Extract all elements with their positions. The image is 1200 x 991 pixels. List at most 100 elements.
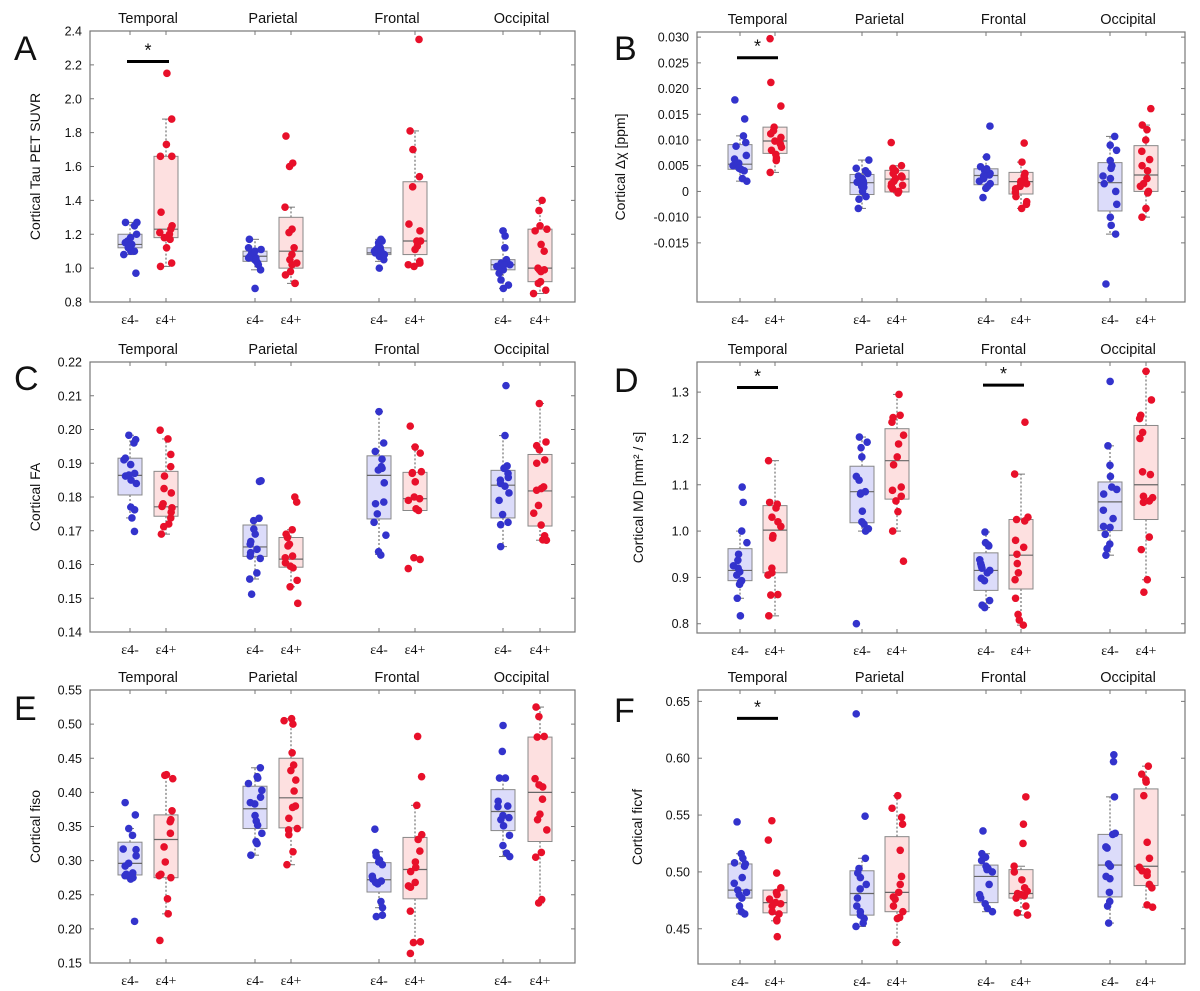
group-label: ε4-: [977, 975, 995, 990]
region-label-temporal: Temporal: [118, 342, 178, 358]
data-point: [132, 230, 141, 239]
data-point: [852, 619, 861, 628]
data-point: [765, 498, 774, 507]
data-point: [777, 884, 785, 892]
group-label: ε4-: [121, 313, 139, 328]
data-point: [893, 791, 902, 800]
data-point: [531, 774, 539, 783]
data-point: [281, 553, 290, 562]
data-point: [531, 853, 540, 862]
data-point: [1106, 377, 1114, 386]
data-point: [768, 564, 776, 572]
data-point: [985, 880, 993, 889]
data-point: [256, 793, 265, 801]
data-point: [1147, 104, 1155, 113]
data-point: [768, 907, 776, 916]
data-point: [766, 34, 774, 43]
y-tick-label: 2.0: [65, 92, 82, 106]
data-point: [889, 413, 897, 422]
data-point: [417, 830, 426, 839]
data-point: [894, 507, 902, 516]
data-point: [737, 527, 746, 535]
data-point: [245, 575, 254, 583]
region-label-parietal: Parietal: [248, 670, 297, 686]
data-point: [986, 179, 995, 188]
data-point: [253, 259, 262, 267]
data-point: [536, 810, 544, 819]
data-point: [1021, 169, 1029, 178]
data-point: [250, 525, 258, 533]
box-temporal-e4-neg: [117, 798, 143, 926]
data-point: [896, 846, 905, 855]
panel-e: E Cortical fiso Temporal Parietal Frontal Occ…: [14, 670, 576, 989]
data-point: [853, 178, 861, 186]
data-point: [1143, 901, 1151, 909]
data-point: [125, 242, 133, 250]
data-point: [404, 882, 413, 890]
data-point: [167, 259, 176, 267]
plot-frame: [697, 689, 1186, 965]
group-label: ε4+: [887, 644, 908, 659]
data-point: [897, 483, 906, 491]
data-point: [499, 721, 507, 730]
data-point: [888, 486, 897, 495]
box-occipital-e4-neg: [490, 227, 516, 293]
data-point: [541, 286, 550, 294]
data-point: [406, 867, 415, 876]
data-point: [410, 262, 418, 271]
box-occipital-e4-neg: [490, 381, 516, 551]
data-point: [497, 276, 505, 284]
data-point: [156, 262, 165, 271]
data-point: [1024, 513, 1032, 521]
data-point: [416, 237, 425, 245]
data-point: [1106, 523, 1114, 532]
group-label: ε4+: [1011, 975, 1032, 990]
data-point: [415, 35, 423, 44]
data-point: [1019, 820, 1028, 828]
plot-frame: [89, 361, 576, 633]
data-point: [246, 798, 255, 807]
box-occipital-e4-neg: [1097, 377, 1123, 559]
data-point: [740, 115, 749, 123]
data-point: [287, 714, 296, 723]
data-point: [378, 903, 387, 912]
data-point: [126, 233, 135, 242]
data-point: [499, 227, 507, 235]
data-point: [769, 531, 777, 540]
data-point: [1147, 396, 1156, 404]
data-point: [858, 453, 866, 461]
data-point: [124, 824, 133, 833]
y-tick-label: 0.21: [58, 389, 82, 403]
data-point: [979, 193, 987, 202]
data-point: [537, 848, 546, 857]
group-label: ε4-: [370, 313, 388, 328]
group-label: ε4-: [246, 974, 264, 989]
significance-star: *: [754, 697, 761, 717]
data-point: [739, 498, 747, 507]
data-point: [411, 863, 420, 872]
data-point: [765, 895, 774, 903]
data-point: [1102, 280, 1110, 288]
data-point: [166, 450, 175, 459]
y-axis-label: Cortical FA: [27, 462, 43, 531]
data-point: [167, 873, 175, 882]
data-point: [1136, 411, 1145, 420]
data-point: [498, 510, 507, 519]
data-point: [121, 798, 129, 807]
data-point: [1019, 543, 1028, 552]
box-temporal-e4-pos: [153, 426, 179, 538]
box-frontal-e4-pos: [402, 732, 428, 958]
data-point: [1099, 172, 1107, 180]
data-point: [777, 102, 785, 110]
data-point: [247, 590, 256, 598]
data-point: [1139, 498, 1148, 507]
group-label: ε4-: [731, 644, 749, 659]
data-point: [283, 860, 291, 869]
data-point: [378, 455, 386, 464]
data-point: [1104, 919, 1113, 927]
box-temporal-e4-neg: [117, 218, 143, 278]
data-point: [168, 221, 176, 230]
data-point: [247, 851, 255, 859]
region-label-occipital: Occipital: [494, 11, 550, 27]
data-point: [410, 493, 419, 501]
